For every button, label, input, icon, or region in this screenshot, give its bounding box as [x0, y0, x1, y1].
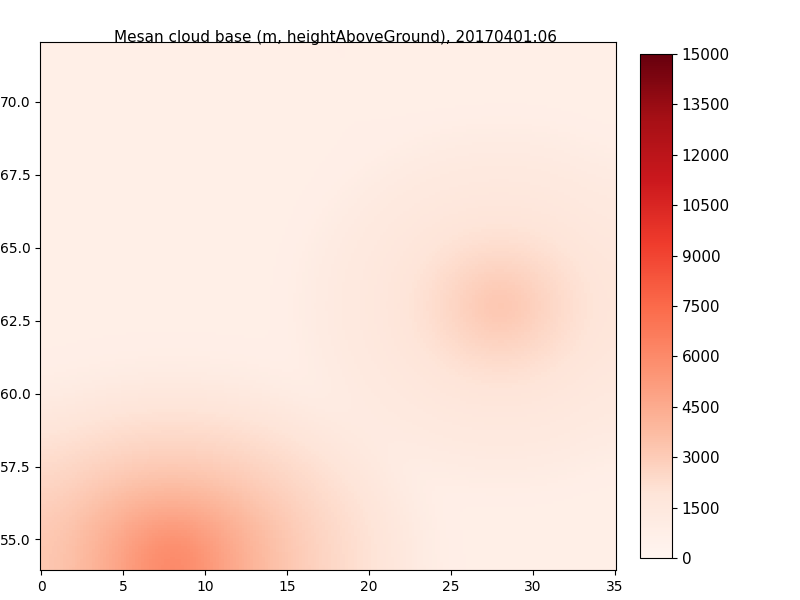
Text: Mesan cloud base (m, heightAboveGround), 20170401:06: Mesan cloud base (m, heightAboveGround),…	[114, 30, 558, 45]
